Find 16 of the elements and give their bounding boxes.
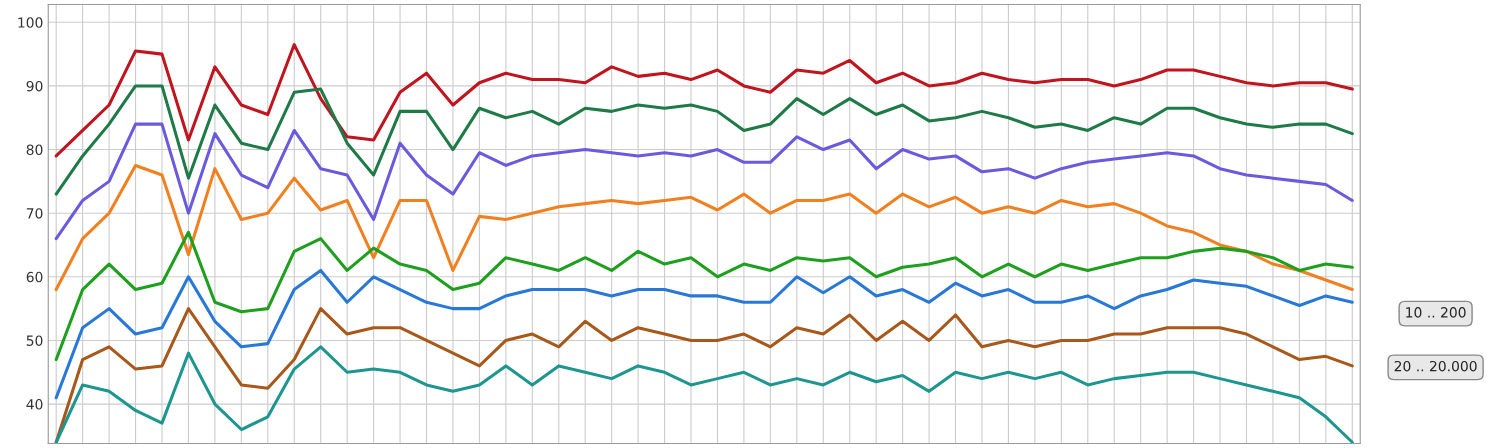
- line-series: [54, 268, 1354, 400]
- y-tick-label: 80: [26, 144, 43, 156]
- line-series: [54, 163, 1354, 292]
- text: 10 .. 200: [1406, 307, 1466, 318]
- line-series: [54, 230, 1354, 362]
- text: 20 .. 20.000: [1394, 360, 1477, 372]
- line-series: [54, 84, 1354, 196]
- line-series: [54, 43, 1354, 158]
- y-tick-label: 70: [26, 208, 43, 219]
- y-tick-label: 60: [26, 271, 43, 283]
- y-tick-label: 100: [18, 17, 43, 28]
- y-tick-label: 50: [26, 335, 43, 346]
- y-tick-label: 90: [26, 80, 43, 92]
- y-tick-label: 40: [26, 399, 43, 410]
- line-series: [54, 122, 1354, 241]
- line-series: [54, 345, 1354, 444]
